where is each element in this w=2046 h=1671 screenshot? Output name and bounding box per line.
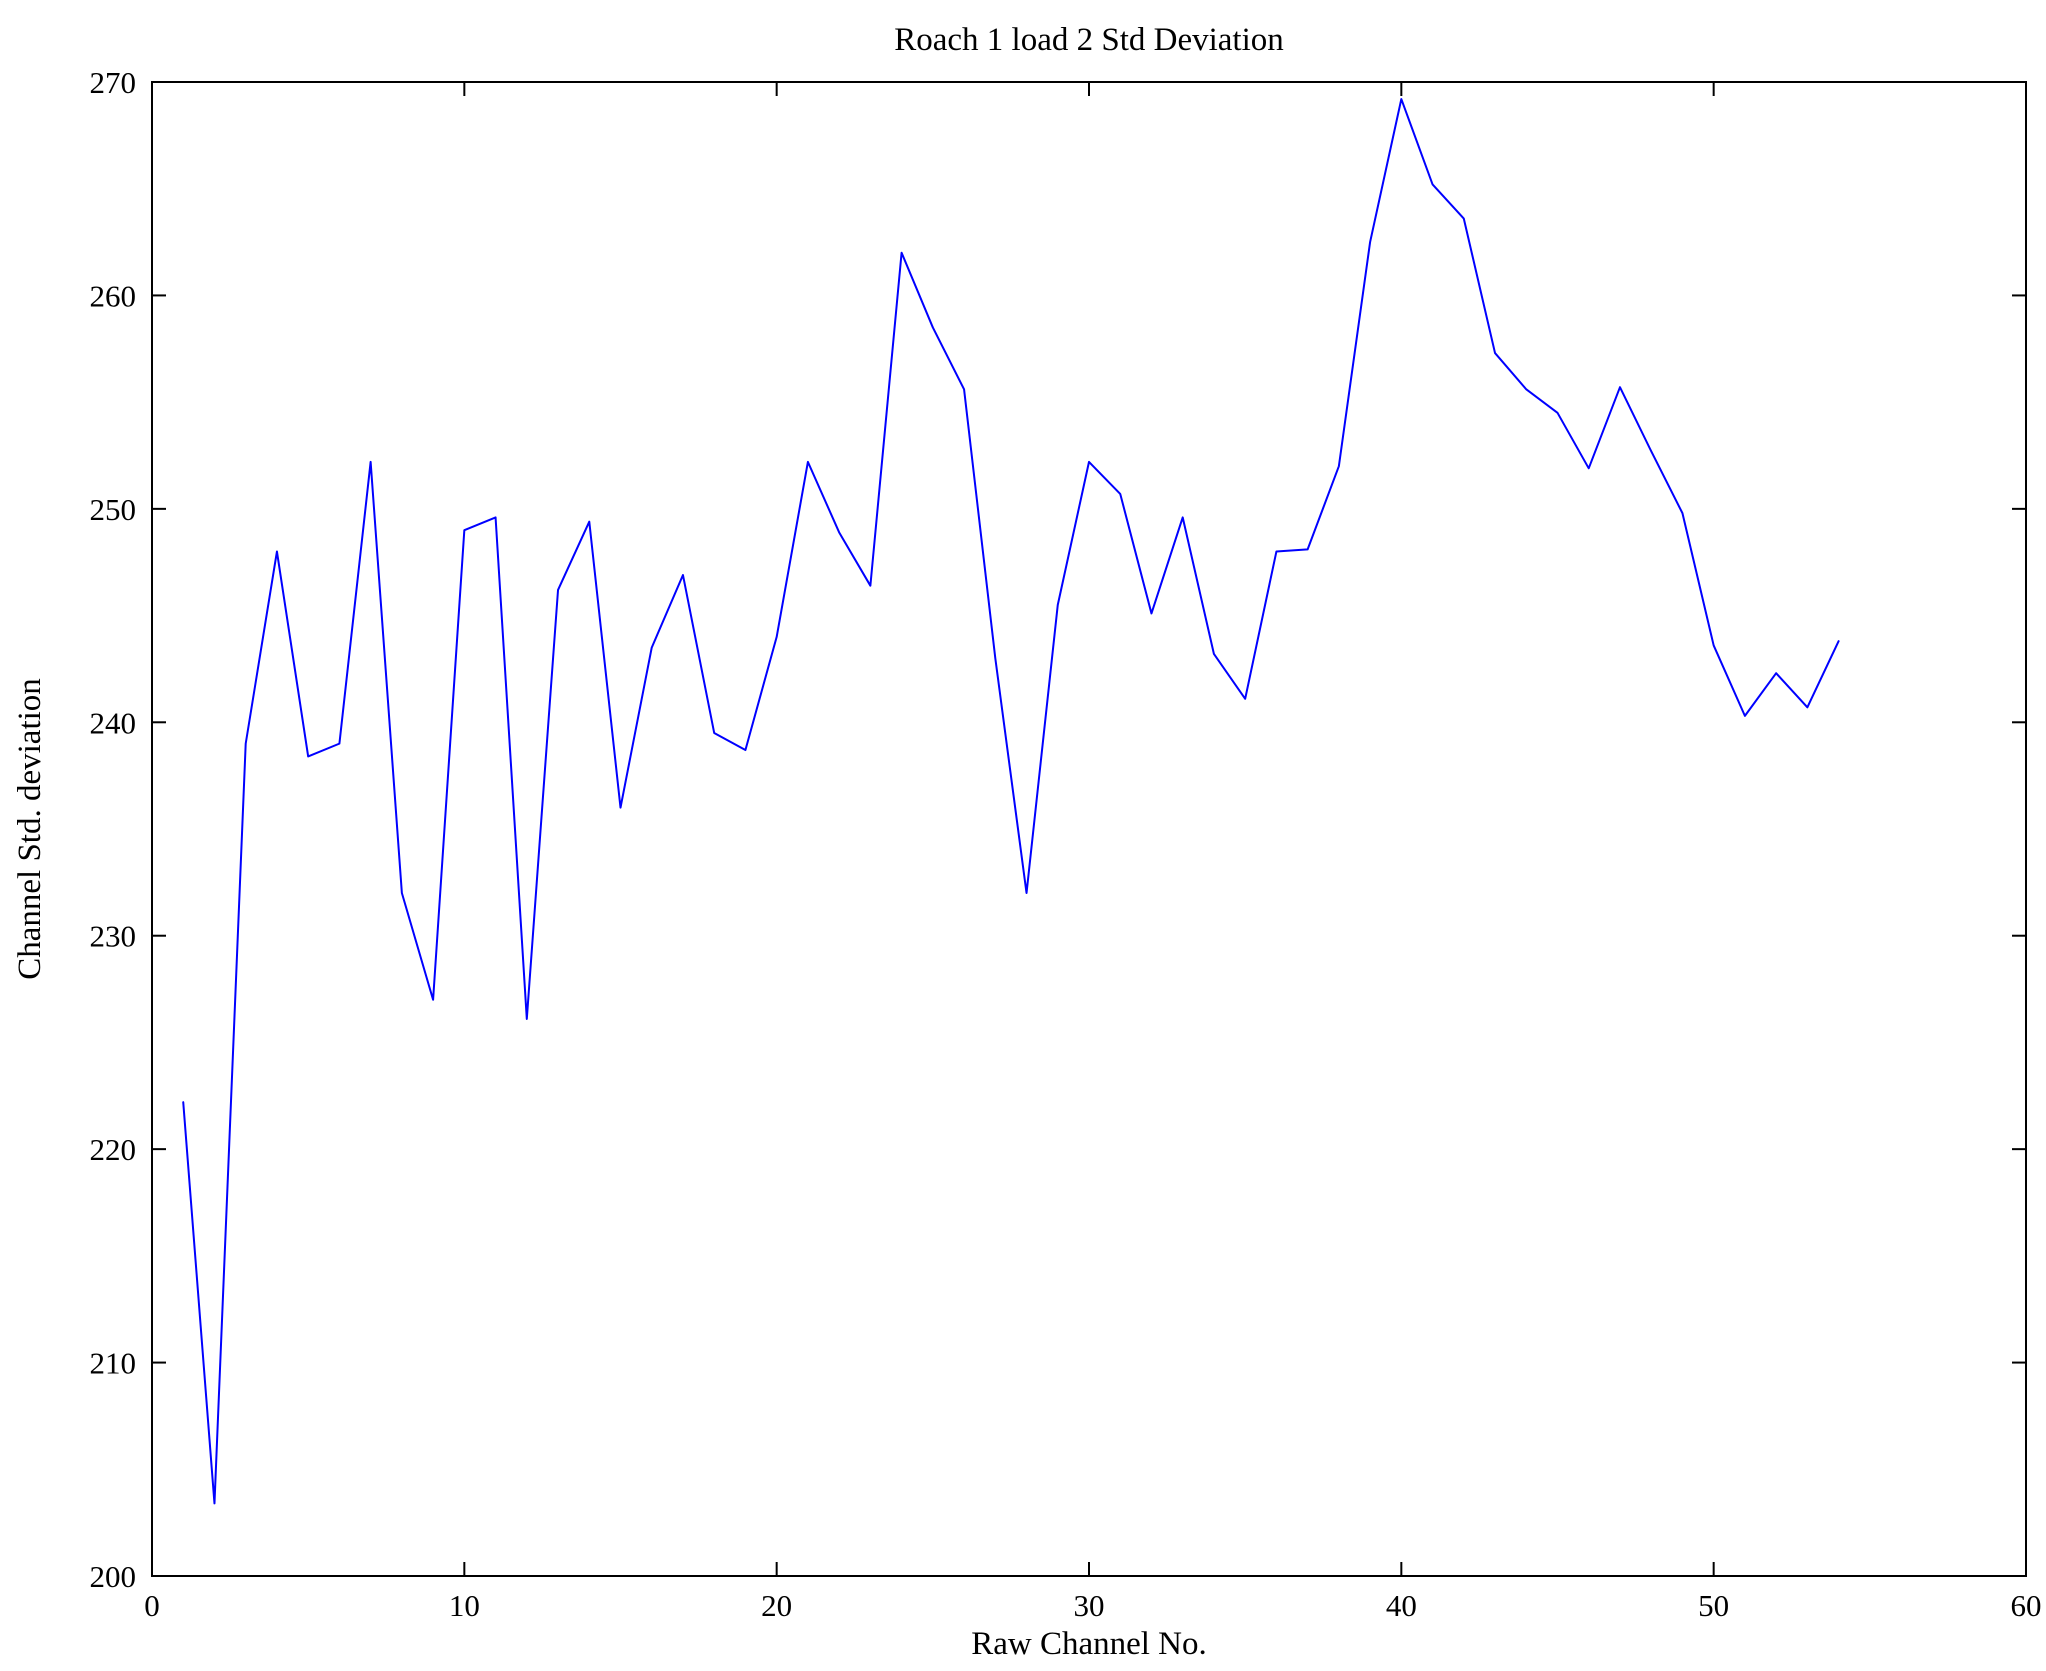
x-tick-label: 0	[144, 1588, 160, 1623]
x-tick-label: 50	[1698, 1588, 1729, 1623]
y-tick-label: 230	[90, 919, 137, 954]
y-tick-label: 240	[90, 705, 137, 740]
y-tick-label: 210	[90, 1346, 137, 1381]
x-tick-label: 40	[1386, 1588, 1417, 1623]
y-tick-label: 200	[90, 1559, 137, 1594]
x-tick-label: 10	[449, 1588, 480, 1623]
chart-title: Roach 1 load 2 Std Deviation	[894, 22, 1284, 58]
x-tick-label: 30	[1074, 1588, 1105, 1623]
y-tick-label: 220	[90, 1132, 137, 1167]
x-axis-label: Raw Channel No.	[971, 1626, 1207, 1662]
x-tick-label: 60	[2011, 1588, 2042, 1623]
y-tick-label: 270	[90, 65, 137, 100]
x-tick-label: 20	[761, 1588, 792, 1623]
y-tick-label: 250	[90, 492, 137, 527]
y-axis-label: Channel Std. deviation	[12, 678, 48, 980]
plot-box	[151, 81, 2027, 1577]
y-tick-label: 260	[90, 278, 137, 313]
data-line	[182, 98, 1840, 1505]
